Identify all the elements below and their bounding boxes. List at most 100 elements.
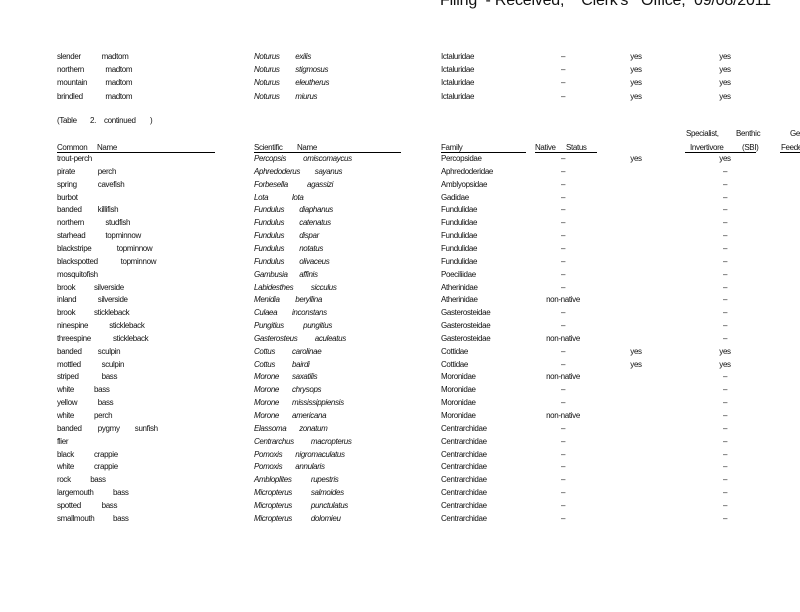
native-status: – xyxy=(560,179,566,189)
common-name-word: starhead xyxy=(57,231,86,241)
family-name: Gasterosteidae xyxy=(441,321,491,331)
header-rule-common xyxy=(57,152,215,153)
native-status: – xyxy=(560,513,566,523)
genus-name: Noturus xyxy=(254,78,280,87)
family-name: Fundulidae xyxy=(441,218,478,228)
family-name: Centrarchidae xyxy=(441,500,487,510)
species-name: aculeatus xyxy=(314,333,346,343)
column-header-scientific: Scientific xyxy=(254,143,283,152)
native-status: non-native xyxy=(546,411,580,420)
common-name-word: stickleback xyxy=(109,321,145,331)
header-rule-feeder xyxy=(780,152,800,153)
family-name: Atherinidae xyxy=(441,295,478,305)
sbi-value: – xyxy=(722,295,728,305)
sbi-value: – xyxy=(722,282,728,292)
sbi-value: – xyxy=(722,500,728,510)
family-name: Fundulidae xyxy=(441,205,478,215)
sbi-value: – xyxy=(722,385,728,395)
native-status: – xyxy=(560,500,566,510)
family-name: Ictaluridae xyxy=(441,78,475,87)
common-name-word: bass xyxy=(113,488,129,498)
col5-value: yes xyxy=(630,52,642,61)
common-name-word: flier xyxy=(57,436,69,446)
native-status: – xyxy=(560,205,566,215)
common-name-word: brindled xyxy=(57,92,83,101)
family-name: Poeciliidae xyxy=(441,269,476,279)
column-header-invertivore: Invertivore xyxy=(690,143,724,152)
species-name: stigmosus xyxy=(295,65,329,74)
species-name: olivaceus xyxy=(299,256,330,266)
common-name-word: black xyxy=(57,449,74,459)
column-header-sbi: (SBI) xyxy=(742,143,759,152)
common-name-word: banded xyxy=(57,205,82,215)
species-name: zonatum xyxy=(299,423,328,433)
species-name: affinis xyxy=(299,269,318,279)
col5-value: yes xyxy=(630,154,642,163)
sbi-value: yes xyxy=(719,52,731,61)
family-name: Centrarchidae xyxy=(441,488,487,498)
common-name-word: madtom xyxy=(101,52,129,61)
common-name-word: topminnow xyxy=(105,231,141,241)
family-name: Ictaluridae xyxy=(441,92,475,101)
genus-name: Pomoxis xyxy=(254,462,283,472)
column-header-scientific: Name xyxy=(297,143,317,152)
native-status: – xyxy=(560,92,566,101)
common-name-word: bass xyxy=(101,372,118,382)
sbi-value: yes xyxy=(719,359,731,369)
species-name: chrysops xyxy=(292,385,322,395)
native-status: – xyxy=(560,423,566,433)
common-name-word: blackspotted xyxy=(57,256,98,266)
native-status: – xyxy=(560,154,566,163)
common-name-word: trout-perch xyxy=(57,154,92,163)
sbi-value: – xyxy=(722,243,728,253)
common-name-word: bass xyxy=(101,500,118,510)
genus-name: Fundulus xyxy=(254,256,285,266)
common-name-word: northern xyxy=(57,65,84,74)
common-name-word: mountain xyxy=(57,78,88,87)
common-name-word: killifish xyxy=(97,205,119,215)
family-name: Fundulidae xyxy=(441,231,478,241)
native-status: – xyxy=(560,488,566,498)
family-name: Amblyopsidae xyxy=(441,179,488,189)
family-name: Cottidae xyxy=(441,359,468,369)
species-name: lota xyxy=(292,192,304,202)
sbi-value: – xyxy=(722,269,728,279)
sbi-value: – xyxy=(722,423,728,433)
common-name-word: cavefish xyxy=(97,179,125,189)
common-name-word: perch xyxy=(97,166,117,176)
native-status: – xyxy=(560,243,566,253)
genus-name: Morone xyxy=(254,411,280,420)
family-name: Centrarchidae xyxy=(441,462,487,472)
genus-name: Labidesthes xyxy=(254,282,294,292)
native-status: – xyxy=(560,308,566,318)
genus-name: Fundulus xyxy=(254,231,285,241)
common-name-word: topminnow xyxy=(120,256,157,266)
common-name-word: bass xyxy=(94,385,110,395)
native-status: – xyxy=(560,359,566,369)
common-name-word: spotted xyxy=(57,500,81,510)
species-name: agassizi xyxy=(307,179,334,189)
common-name-word: northern xyxy=(57,218,84,228)
table-continued-label: ) xyxy=(150,116,153,125)
common-name-word: burbot xyxy=(57,192,78,202)
sbi-value: – xyxy=(722,192,728,202)
native-status: – xyxy=(560,166,566,176)
family-name: Moronidae xyxy=(441,385,476,395)
species-name: omiscomaycus xyxy=(303,154,352,163)
genus-name: Aphredoderus xyxy=(254,166,301,176)
table-continued-label: 2. xyxy=(90,116,96,125)
sbi-value: – xyxy=(722,488,728,498)
common-name-word: stickleback xyxy=(113,333,149,343)
common-name-word: white xyxy=(57,385,74,395)
column-header-native: Native xyxy=(535,143,556,152)
family-name: Centrarchidae xyxy=(441,449,487,459)
common-name-word: stickleback xyxy=(94,308,130,318)
species-name: miurus xyxy=(295,92,318,101)
native-status: – xyxy=(560,256,566,266)
family-name: Cottidae xyxy=(441,346,468,356)
common-name-word: crappie xyxy=(94,462,118,472)
common-name-word: sculpin xyxy=(97,346,121,356)
column-header-feeder: Ge xyxy=(790,129,800,138)
genus-name: Fundulus xyxy=(254,205,285,215)
species-name: bairdi xyxy=(292,359,310,369)
